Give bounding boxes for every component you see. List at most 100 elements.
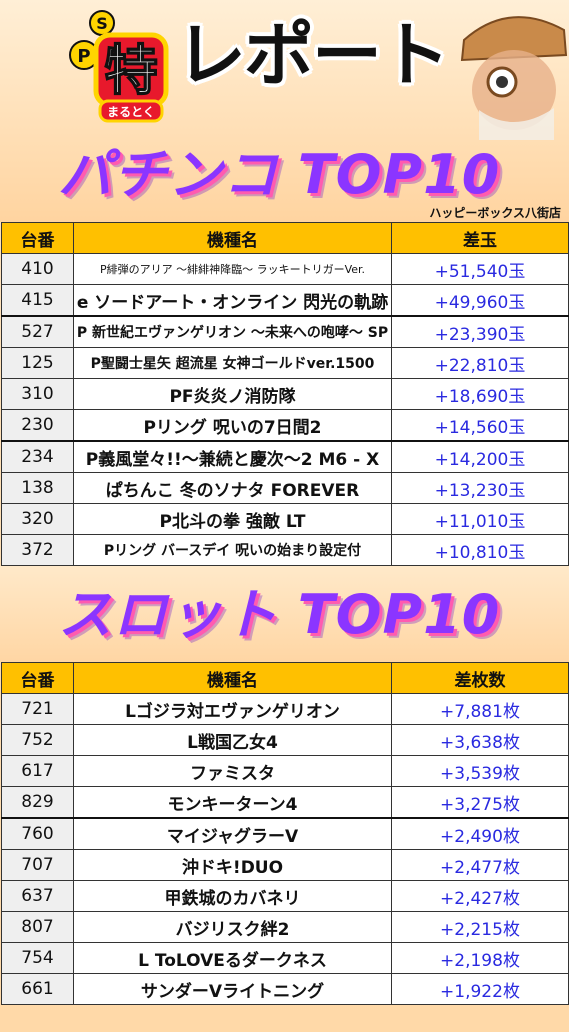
machine-number: 125 xyxy=(1,347,74,379)
logo-kana: まるとく xyxy=(107,105,155,119)
diff-value: +14,200玉 xyxy=(391,440,569,473)
table-row: 707 沖ドキ!DUO +2,477枚 xyxy=(1,849,569,881)
diff-value: +7,881枚 xyxy=(391,693,569,725)
diff-value: +51,540玉 xyxy=(391,253,569,285)
slot-section-header: スロット TOP10 xyxy=(0,566,569,662)
column-header-diff: 差枚数 xyxy=(391,662,569,694)
machine-name: サンダーVライトニング xyxy=(73,973,392,1005)
machine-name: P 新世紀エヴァンゲリオン 〜未来への咆哮〜 SP xyxy=(73,315,392,348)
diff-value: +22,810玉 xyxy=(391,347,569,379)
diff-value: +3,275枚 xyxy=(391,786,569,819)
table-row: 829 モンキーターン4 +3,275枚 xyxy=(1,786,569,819)
machine-number: 721 xyxy=(1,693,74,725)
table-row: 415 e ソードアート・オンライン 閃光の軌跡 +49,960玉 xyxy=(1,284,569,317)
table-row: 527 P 新世紀エヴァンゲリオン 〜未来への咆哮〜 SP +23,390玉 xyxy=(1,315,569,348)
table-row: 637 甲鉄城のカバネリ +2,427枚 xyxy=(1,880,569,912)
machine-name: モンキーターン4 xyxy=(73,786,392,819)
diff-value: +3,638枚 xyxy=(391,724,569,756)
slot-section-title: スロット TOP10 xyxy=(58,583,501,646)
report-header: P S 特 まるとく レポート パチンコ TOP10 ハッピーボックス八街店 xyxy=(0,0,569,222)
machine-number: 372 xyxy=(1,534,74,566)
logo-kanji: 特 xyxy=(104,39,158,102)
column-header-model: 機種名 xyxy=(73,662,392,694)
diff-value: +2,477枚 xyxy=(391,849,569,881)
diff-value: +2,490枚 xyxy=(391,817,569,850)
column-header-number: 台番 xyxy=(1,662,74,694)
machine-number: 754 xyxy=(1,942,74,974)
diff-value: +3,539枚 xyxy=(391,755,569,787)
machine-number: 320 xyxy=(1,503,74,535)
machine-number: 829 xyxy=(1,786,74,819)
table-row: 320 P北斗の拳 強敵 LT +11,010玉 xyxy=(1,503,569,535)
detective-mascot-icon xyxy=(460,16,568,140)
table-row: 230 Pリング 呪いの7日間2 +14,560玉 xyxy=(1,409,569,442)
pachinko-ranking-table: 台番 機種名 差玉 410 P緋弾のアリア 〜緋緋神降臨〜 ラッキートリガーVe… xyxy=(1,222,569,566)
machine-name: マイジャグラーV xyxy=(73,817,392,850)
machine-number: 415 xyxy=(1,284,74,317)
report-title: レポート xyxy=(176,14,450,96)
machine-name: Pリング 呪いの7日間2 xyxy=(73,409,392,442)
machine-name: P緋弾のアリア 〜緋緋神降臨〜 ラッキートリガーVer. xyxy=(73,253,392,285)
table-row: 807 バジリスク絆2 +2,215枚 xyxy=(1,911,569,943)
machine-number: 807 xyxy=(1,911,74,943)
diff-value: +2,215枚 xyxy=(391,911,569,943)
machine-name: Pリング バースデイ 呪いの始まり設定付 xyxy=(73,534,392,566)
table-row: 234 P義風堂々!!〜兼続と慶次〜2 M6 - X +14,200玉 xyxy=(1,440,569,473)
machine-name: ぱちんこ 冬のソナタ FOREVER xyxy=(73,472,392,504)
table-row: 721 Lゴジラ対エヴァンゲリオン +7,881枚 xyxy=(1,693,569,725)
machine-name: Lゴジラ対エヴァンゲリオン xyxy=(73,693,392,725)
machine-number: 527 xyxy=(1,315,74,348)
diff-value: +2,198枚 xyxy=(391,942,569,974)
machine-number: 617 xyxy=(1,755,74,787)
diff-value: +14,560玉 xyxy=(391,409,569,442)
table-row: 754 L ToLOVEるダークネス +2,198枚 xyxy=(1,942,569,974)
column-header-diff: 差玉 xyxy=(391,222,569,254)
table-row: 661 サンダーVライトニング +1,922枚 xyxy=(1,973,569,1005)
table-row: 310 PF炎炎ノ消防隊 +18,690玉 xyxy=(1,378,569,410)
diff-value: +13,230玉 xyxy=(391,472,569,504)
machine-number: 637 xyxy=(1,880,74,912)
machine-number: 760 xyxy=(1,817,74,850)
machine-name: P義風堂々!!〜兼続と慶次〜2 M6 - X xyxy=(73,440,392,473)
machine-name: 沖ドキ!DUO xyxy=(73,849,392,881)
table-row: 372 Pリング バースデイ 呪いの始まり設定付 +10,810玉 xyxy=(1,534,569,566)
table-row: 752 L戦国乙女4 +3,638枚 xyxy=(1,724,569,756)
table-row: 138 ぱちんこ 冬のソナタ FOREVER +13,230玉 xyxy=(1,472,569,504)
diff-value: +1,922枚 xyxy=(391,973,569,1005)
table-header-row: 台番 機種名 差玉 xyxy=(1,222,569,254)
machine-name: L ToLOVEるダークネス xyxy=(73,942,392,974)
logo-letter-s: S xyxy=(96,14,108,33)
machine-name: P聖闘士星矢 超流星 女神ゴールドver.1500 xyxy=(73,347,392,379)
table-row: 617 ファミスタ +3,539枚 xyxy=(1,755,569,787)
column-header-model: 機種名 xyxy=(73,222,392,254)
diff-value: +18,690玉 xyxy=(391,378,569,410)
slot-ranking-table: 台番 機種名 差枚数 721 Lゴジラ対エヴァンゲリオン +7,881枚 752… xyxy=(1,662,569,1005)
diff-value: +11,010玉 xyxy=(391,503,569,535)
machine-number: 234 xyxy=(1,440,74,473)
machine-name: バジリスク絆2 xyxy=(73,911,392,943)
machine-number: 752 xyxy=(1,724,74,756)
maru-toku-logo: P S 特 まるとく xyxy=(69,10,169,123)
machine-name: 甲鉄城のカバネリ xyxy=(73,880,392,912)
table-row: 760 マイジャグラーV +2,490枚 xyxy=(1,817,569,850)
machine-number: 230 xyxy=(1,409,74,442)
machine-name: P北斗の拳 強敵 LT xyxy=(73,503,392,535)
machine-number: 138 xyxy=(1,472,74,504)
machine-number: 661 xyxy=(1,973,74,1005)
machine-number: 410 xyxy=(1,253,74,285)
table-row: 410 P緋弾のアリア 〜緋緋神降臨〜 ラッキートリガーVer. +51,540… xyxy=(1,253,569,285)
machine-name: ファミスタ xyxy=(73,755,392,787)
diff-value: +23,390玉 xyxy=(391,315,569,348)
pachinko-section-title: パチンコ TOP10 xyxy=(58,143,501,206)
diff-value: +10,810玉 xyxy=(391,534,569,566)
store-name: ハッピーボックス八街店 xyxy=(429,206,561,220)
machine-number: 310 xyxy=(1,378,74,410)
column-header-number: 台番 xyxy=(1,222,74,254)
diff-value: +2,427枚 xyxy=(391,880,569,912)
machine-name: PF炎炎ノ消防隊 xyxy=(73,378,392,410)
machine-name: e ソードアート・オンライン 閃光の軌跡 xyxy=(73,284,392,317)
machine-number: 707 xyxy=(1,849,74,881)
machine-name: L戦国乙女4 xyxy=(73,724,392,756)
table-header-row: 台番 機種名 差枚数 xyxy=(1,662,569,694)
